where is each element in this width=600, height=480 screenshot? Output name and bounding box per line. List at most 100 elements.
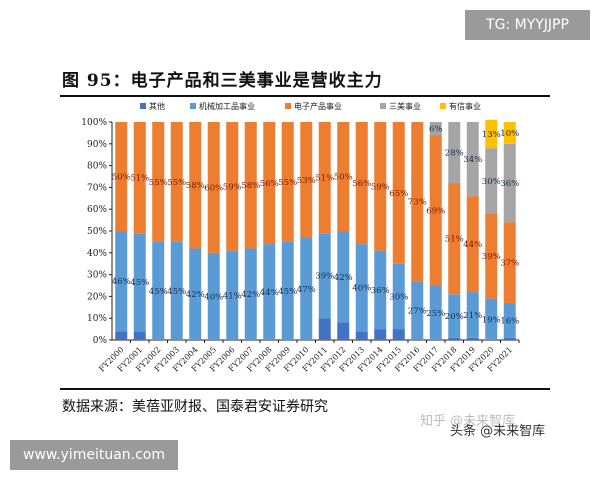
data-label: 59% bbox=[223, 182, 242, 192]
watermark-tg: TG: MYYJJPP bbox=[465, 10, 590, 40]
bar-segment bbox=[503, 337, 516, 340]
data-label: 45% bbox=[130, 278, 149, 288]
bar-segment bbox=[411, 281, 424, 340]
bar-segment bbox=[226, 122, 239, 251]
legend-label: 三美事业 bbox=[389, 101, 421, 111]
bar-segment bbox=[466, 292, 479, 338]
bar-segment bbox=[392, 122, 405, 264]
data-label: 28% bbox=[445, 149, 464, 159]
legend-swatch bbox=[380, 103, 386, 109]
y-tick-label: 80% bbox=[87, 162, 107, 172]
data-label: 55% bbox=[278, 178, 297, 188]
bar-segment bbox=[374, 329, 387, 340]
data-label: 42% bbox=[186, 290, 205, 300]
y-tick-label: 0% bbox=[93, 336, 108, 346]
data-label: 10% bbox=[500, 129, 519, 139]
data-label: 42% bbox=[334, 273, 353, 283]
legend-swatch bbox=[140, 103, 146, 109]
legend-swatch bbox=[285, 103, 291, 109]
bar-segment bbox=[503, 222, 516, 303]
bar-segment bbox=[318, 233, 331, 319]
data-label: 45% bbox=[149, 287, 168, 297]
bar-segment bbox=[133, 331, 146, 340]
data-label: 40% bbox=[204, 292, 223, 302]
bar-segment bbox=[281, 122, 294, 242]
data-label: 69% bbox=[426, 206, 445, 216]
y-tick-label: 50% bbox=[87, 227, 107, 237]
bar-segment bbox=[429, 122, 442, 136]
data-label: 37% bbox=[500, 259, 519, 269]
bar-segment bbox=[466, 337, 479, 340]
bar-segment bbox=[207, 252, 220, 340]
data-label: 46% bbox=[112, 277, 131, 287]
bar-segment bbox=[133, 122, 146, 234]
data-label: 40% bbox=[352, 284, 371, 294]
bar-segment bbox=[337, 122, 350, 231]
y-tick-label: 30% bbox=[87, 271, 107, 281]
source-divider bbox=[60, 388, 550, 390]
bar-segment bbox=[244, 122, 257, 249]
bar-segment bbox=[263, 122, 276, 245]
y-tick-label: 10% bbox=[87, 314, 107, 324]
bar-segment bbox=[503, 302, 516, 338]
y-tick-label: 60% bbox=[87, 205, 107, 215]
bar-segment bbox=[503, 122, 516, 144]
data-label: 60% bbox=[204, 183, 223, 193]
data-label: 58% bbox=[241, 181, 260, 191]
data-label: 39% bbox=[315, 272, 334, 282]
watermark-zhihu: 知乎 @未来智库 bbox=[420, 414, 516, 429]
bar-segment bbox=[392, 263, 405, 330]
title-divider bbox=[60, 95, 550, 97]
bar-segment bbox=[318, 122, 331, 234]
watermark-site: www.yimeituan.com bbox=[10, 440, 178, 470]
data-label: 30% bbox=[482, 177, 501, 187]
bar-segment bbox=[448, 294, 461, 338]
data-label: 45% bbox=[167, 287, 186, 297]
legend-label: 有信事业 bbox=[449, 101, 481, 111]
data-label: 59% bbox=[371, 182, 390, 192]
data-label: 36% bbox=[500, 179, 519, 189]
y-tick-label: 70% bbox=[87, 183, 107, 193]
bar-segment bbox=[152, 122, 165, 242]
data-label: 25% bbox=[426, 309, 445, 319]
legend-swatch bbox=[440, 103, 446, 109]
y-tick-label: 20% bbox=[87, 292, 107, 302]
legend-swatch bbox=[190, 103, 196, 109]
bar-segment bbox=[337, 231, 350, 323]
bar-segment bbox=[244, 248, 257, 340]
bar-segment bbox=[115, 331, 128, 340]
legend-label: 电子产品事业 bbox=[294, 101, 342, 111]
bar-segment bbox=[226, 250, 239, 340]
bar-segment bbox=[485, 148, 498, 214]
bar-segment bbox=[374, 250, 387, 330]
bar-segment bbox=[133, 233, 146, 332]
bar-segment bbox=[485, 213, 498, 299]
chart-source: 数据来源：美蓓亚财报、国泰君安证券研究 bbox=[62, 399, 328, 415]
bar-segment bbox=[411, 122, 424, 282]
data-label: 39% bbox=[482, 252, 501, 262]
data-label: 45% bbox=[278, 287, 297, 297]
data-label: 50% bbox=[334, 173, 353, 183]
data-label: 30% bbox=[389, 292, 408, 302]
bar-segment bbox=[374, 122, 387, 251]
data-label: 58% bbox=[186, 181, 205, 191]
bar-segment bbox=[485, 298, 498, 340]
bar-segment bbox=[466, 122, 479, 197]
data-label: 44% bbox=[260, 288, 279, 298]
watermark-toutiao: 头条 @未来智库 bbox=[450, 424, 546, 439]
y-tick-label: 40% bbox=[87, 249, 107, 259]
data-label: 19% bbox=[482, 315, 501, 325]
data-label: 41% bbox=[223, 291, 242, 301]
data-label: 51% bbox=[315, 174, 334, 184]
data-label: 21% bbox=[463, 311, 482, 321]
bar-segment bbox=[448, 122, 461, 184]
data-label: 73% bbox=[408, 198, 427, 208]
chart-title: 图 95：电子产品和三美事业是营收主力 bbox=[62, 71, 383, 91]
bar-segment bbox=[115, 122, 128, 231]
bar-segment bbox=[448, 183, 461, 295]
bar-segment bbox=[281, 241, 294, 340]
bar-segment bbox=[355, 122, 368, 245]
data-label: 44% bbox=[463, 240, 482, 250]
bar-segment bbox=[170, 241, 183, 340]
